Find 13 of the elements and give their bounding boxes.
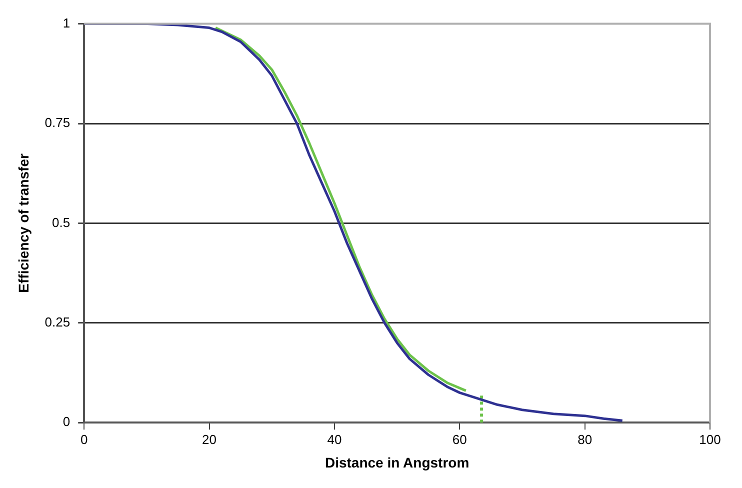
x-tick-label: 100 bbox=[699, 432, 721, 447]
x-tick-label: 40 bbox=[327, 432, 342, 447]
y-tick-label: 0 bbox=[62, 414, 70, 430]
x-axis-title: Distance in Angstrom bbox=[324, 454, 470, 470]
y-tick-label: 1 bbox=[62, 15, 70, 30]
y-tick-label: 0.75 bbox=[44, 115, 70, 130]
y-axis-title: Efficiency of transfer bbox=[15, 153, 32, 293]
x-tick-label: 0 bbox=[80, 432, 88, 447]
x-tick-label: 60 bbox=[452, 432, 467, 447]
y-tick-label: 0.25 bbox=[44, 314, 70, 330]
x-tick-label: 20 bbox=[202, 432, 217, 447]
x-tick-label: 80 bbox=[578, 432, 592, 447]
y-tick-label: 0.5 bbox=[52, 214, 70, 230]
